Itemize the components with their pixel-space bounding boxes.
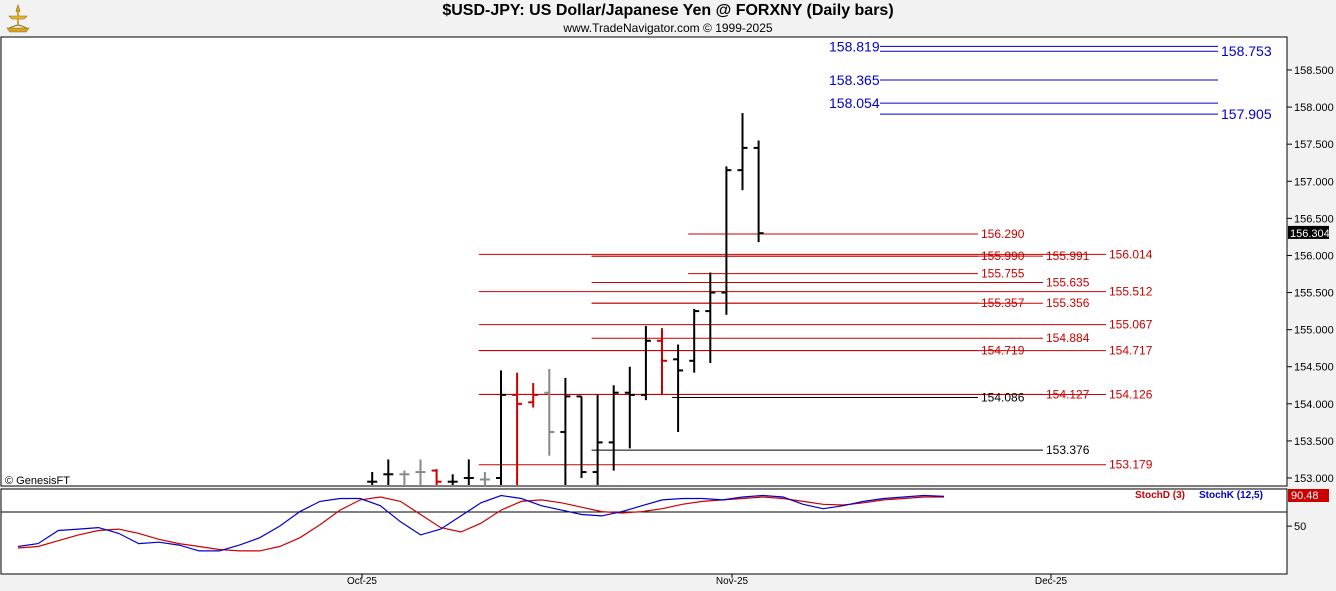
level-label: 153.376 [1046, 443, 1090, 457]
chart-subtitle: www.TradeNavigator.com © 1999-2025 [563, 21, 773, 35]
price-bars [367, 113, 764, 485]
level-label: 156.014 [1109, 247, 1153, 261]
level-label: 158.365 [829, 72, 880, 88]
price-tick-label: 157.000 [1294, 176, 1334, 188]
level-label: 155.512 [1109, 285, 1153, 299]
price-tick-label: 154.500 [1294, 362, 1334, 374]
price-tick-label: 153.500 [1294, 436, 1334, 448]
stochastic-lines: StochD (3) StochK (12,5) [1, 490, 1287, 552]
price-tick-label: 158.500 [1294, 65, 1334, 77]
chart-title: $USD-JPY: US Dollar/Japanese Yen @ FORXN… [442, 2, 894, 19]
support-resistance-levels: 158.819 158.753 158.365 158.054 157.905 156.2… [478, 38, 1272, 472]
time-tick-label: Dec-25 [1035, 576, 1068, 587]
level-label: 158.819 [829, 38, 880, 54]
level-label: 158.753 [1221, 43, 1272, 59]
level-label: 155.991 [1046, 249, 1090, 263]
last-price-tag [1288, 225, 1329, 239]
price-tick-label: 157.500 [1294, 139, 1334, 151]
stoch-axis: 50 90.48 [1287, 489, 1329, 533]
price-panel [0, 36, 1288, 487]
time-tick-label: Nov-25 [716, 576, 749, 587]
level-label: 158.054 [829, 95, 880, 111]
level-label: 156.290 [981, 227, 1025, 241]
time-tick-label: Oct-25 [347, 576, 377, 587]
level-label: 157.905 [1221, 106, 1272, 122]
stoch-tick-label: 50 [1294, 521, 1306, 533]
last-price-label: 156.304 [1290, 228, 1330, 240]
level-label: 155.635 [1046, 276, 1090, 290]
stoch-value-tag [1288, 489, 1329, 502]
stoch-legend-label: StochD (3) [1135, 490, 1185, 501]
price-axis: 153.000 153.500 154.000 154.500 155.000 155.5… [1287, 65, 1334, 485]
level-label: 154.717 [1109, 344, 1153, 358]
stoch-panel [0, 488, 1288, 575]
price-tick-label: 158.000 [1294, 102, 1334, 114]
price-tick-label: 155.500 [1294, 288, 1334, 300]
time-axis: Oct-25 Nov-25 Dec-25 [347, 574, 1068, 587]
level-label: 154.086 [981, 390, 1025, 404]
level-label: 155.067 [1109, 318, 1153, 332]
price-tick-label: 155.000 [1294, 325, 1334, 337]
level-label: 153.179 [1109, 458, 1153, 472]
trade-navigator-logo-icon [3, 2, 33, 34]
level-label: 154.884 [1046, 331, 1090, 345]
stoch-series-line [17, 494, 945, 552]
level-label: 155.356 [1046, 296, 1090, 310]
stoch-value-label: 90.48 [1291, 490, 1319, 502]
watermark: © GenesisFT [5, 475, 70, 487]
level-label: 154.126 [1109, 387, 1153, 401]
stoch-legend-label: StochK (12,5) [1199, 490, 1263, 501]
price-tick-label: 153.000 [1294, 473, 1334, 485]
price-tick-label: 156.500 [1294, 213, 1334, 225]
price-tick-label: 154.000 [1294, 399, 1334, 411]
level-label: 155.755 [981, 267, 1025, 281]
price-tick-label: 156.000 [1294, 250, 1334, 262]
